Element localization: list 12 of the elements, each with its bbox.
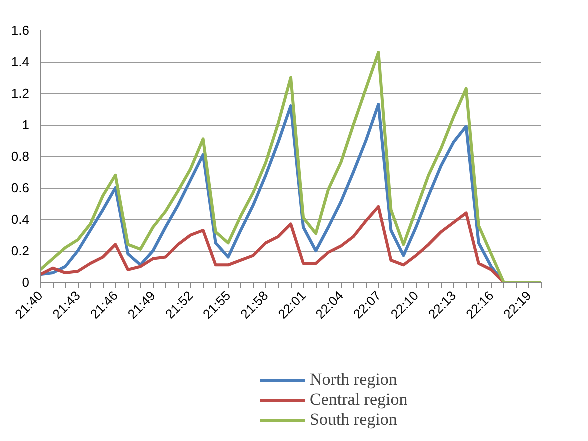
y-tick-label: 0.4: [11, 212, 30, 227]
y-tick-label: 0.2: [11, 244, 30, 258]
y-tick-label: 1: [22, 118, 30, 132]
y-tick-label: 0.8: [11, 149, 30, 164]
y-tick-label: 1.6: [11, 23, 30, 38]
legend-label: Central region: [310, 390, 408, 410]
legend-label: North region: [310, 370, 398, 390]
legend-label: South region: [310, 410, 398, 430]
y-tick-label: 0.6: [11, 180, 30, 196]
y-tick-label: 1.4: [11, 54, 30, 70]
y-tick-label: 0: [22, 275, 30, 290]
y-tick-label: 1.2: [11, 86, 30, 101]
